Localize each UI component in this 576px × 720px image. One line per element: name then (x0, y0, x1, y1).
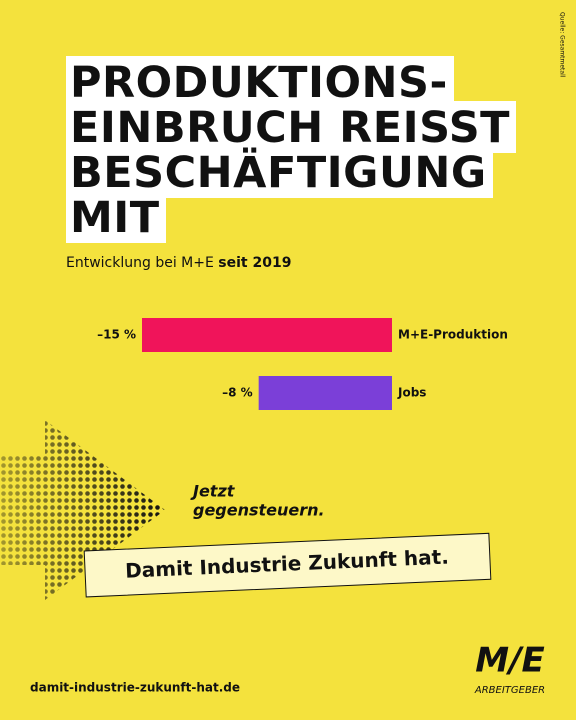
url: damit-industrie-zukunft-hat.de (30, 681, 240, 695)
bar-chart: –15 % M+E-Produktion –8 % Jobs (97, 318, 508, 410)
bar (258, 376, 392, 410)
subtitle-bold: seit 2019 (218, 255, 291, 271)
title-line-box: PRODUKTIONS- (66, 56, 516, 108)
logo: M/E (475, 641, 544, 681)
logo-sub: ARBEITGEBER (474, 685, 545, 696)
title-line: BESCHÄFTIGUNG (66, 146, 493, 198)
title-line: PRODUKTIONS- (66, 56, 454, 108)
slogan-line: Jetzt (190, 482, 236, 501)
title-line-box: MIT (66, 191, 516, 243)
slogan-line: gegensteuern. (193, 501, 325, 520)
title: PRODUKTIONS- EINBRUCH REISST BESCHÄFTIGUNG… (66, 56, 516, 243)
source: Quelle: Gesamtmetall (559, 12, 566, 78)
subtitle-text: Entwicklung bei M+E (66, 255, 214, 271)
value-label: –8 % (222, 386, 253, 400)
banner-box (83, 532, 492, 598)
title-line: MIT (66, 191, 166, 243)
banner: Damit Industrie Zukunft hat. (83, 532, 492, 598)
title-line: EINBRUCH REISST (66, 101, 516, 153)
bar (142, 318, 392, 352)
title-line-box: BESCHÄFTIGUNG (66, 146, 516, 198)
subtitle: Entwicklung bei M+E seit 2019 (66, 255, 291, 271)
title-line-box: EINBRUCH REISST (66, 101, 516, 153)
category-label: M+E-Produktion (398, 328, 508, 342)
value-label: –15 % (97, 328, 136, 342)
category-label: Jobs (397, 386, 426, 400)
